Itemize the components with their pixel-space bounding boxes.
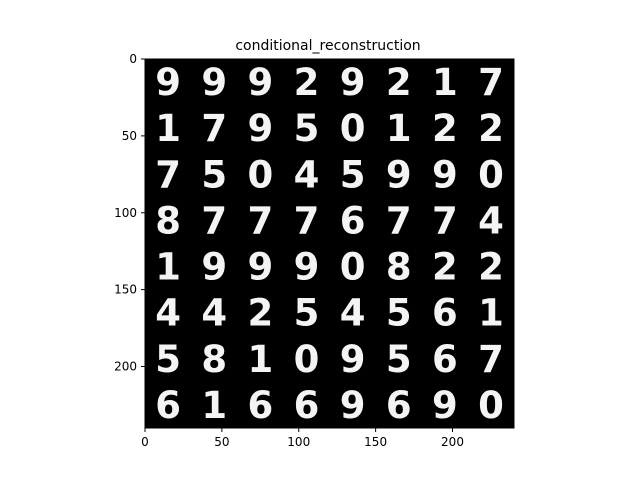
y-tick-label: 200 — [114, 360, 137, 374]
image-area — [145, 59, 514, 428]
digit-r4-c6: 2 — [432, 246, 458, 289]
digit-r3-c4: 6 — [340, 199, 366, 242]
y-tick-label: 0 — [129, 52, 137, 66]
digit-r0-c0: 9 — [155, 61, 181, 104]
digit-r3-c7: 4 — [478, 199, 504, 242]
digit-r1-c6: 2 — [432, 107, 458, 150]
digit-r7-c6: 9 — [432, 384, 458, 427]
y-tick-label: 100 — [114, 206, 137, 220]
digit-r4-c1: 9 — [201, 246, 227, 289]
digit-r0-c7: 7 — [478, 61, 504, 104]
digit-r7-c1: 1 — [201, 384, 227, 427]
x-tick-label: 50 — [214, 435, 229, 449]
digit-r1-c7: 2 — [478, 107, 504, 150]
digit-r7-c2: 6 — [247, 384, 273, 427]
x-tick-label: 150 — [364, 435, 387, 449]
digit-r0-c6: 1 — [432, 61, 458, 104]
digit-r1-c3: 5 — [294, 107, 320, 150]
digit-r4-c5: 8 — [386, 246, 412, 289]
digit-r6-c2: 1 — [247, 338, 273, 381]
digit-r6-c4: 9 — [340, 338, 366, 381]
digit-r0-c3: 2 — [294, 61, 320, 104]
digit-r4-c2: 9 — [247, 246, 273, 289]
digit-r5-c2: 2 — [247, 292, 273, 335]
digit-r7-c0: 6 — [155, 384, 181, 427]
digit-r2-c4: 5 — [340, 153, 366, 196]
digit-r5-c5: 5 — [386, 292, 412, 335]
digit-r3-c5: 7 — [386, 199, 412, 242]
y-tick-label: 50 — [122, 129, 137, 143]
x-tick-label: 0 — [141, 435, 149, 449]
digit-r3-c0: 8 — [155, 199, 181, 242]
digit-grid: 9 9 9 2 9 2 1 71 7 9 5 0 1 2 27 5 0 4 5 9 9 08 7 7 7 6 7 7 41 9 9 9 0 8 2 2… — [155, 61, 504, 427]
digit-r5-c1: 4 — [201, 292, 227, 335]
digit-r1-c1: 7 — [201, 107, 227, 150]
digit-r6-c6: 6 — [432, 338, 458, 381]
digit-r3-c6: 7 — [432, 199, 458, 242]
digit-r7-c5: 6 — [386, 384, 412, 427]
digit-r4-c4: 0 — [340, 246, 366, 289]
digit-r6-c7: 7 — [478, 338, 504, 381]
digit-r4-c0: 1 — [155, 246, 181, 289]
digit-r0-c5: 2 — [386, 61, 412, 104]
digit-r1-c5: 1 — [386, 107, 412, 150]
plot-frame — [144, 58, 515, 429]
digit-r5-c6: 6 — [432, 292, 458, 335]
x-tick-label: 200 — [441, 435, 464, 449]
x-axis: 0 50 100 150 200 — [141, 428, 464, 449]
digit-r5-c3: 5 — [294, 292, 320, 335]
digit-r6-c3: 0 — [294, 338, 320, 381]
digit-r1-c2: 9 — [247, 107, 273, 150]
digit-r2-c6: 9 — [432, 153, 458, 196]
digit-r0-c1: 9 — [201, 61, 227, 104]
plot-title: conditional_reconstruction — [235, 38, 420, 54]
digit-r4-c7: 2 — [478, 246, 504, 289]
digit-r0-c2: 9 — [247, 61, 273, 104]
digit-r6-c0: 5 — [155, 338, 181, 381]
x-tick-label: 100 — [287, 435, 310, 449]
digit-r2-c2: 0 — [247, 153, 273, 196]
digit-r2-c1: 5 — [201, 153, 227, 196]
digit-r2-c5: 9 — [386, 153, 412, 196]
digit-r1-c0: 1 — [155, 107, 181, 150]
digit-r6-c1: 8 — [201, 338, 227, 381]
digit-r7-c4: 9 — [340, 384, 366, 427]
digit-r5-c4: 4 — [340, 292, 366, 335]
digit-r7-c3: 6 — [294, 384, 320, 427]
digit-r3-c2: 7 — [247, 199, 273, 242]
digit-r2-c0: 7 — [155, 153, 181, 196]
digit-r0-c4: 9 — [340, 61, 366, 104]
digit-r5-c0: 4 — [155, 292, 181, 335]
y-axis: 0 50 100 150 200 — [114, 52, 145, 374]
digit-r3-c1: 7 — [201, 199, 227, 242]
digit-r1-c4: 0 — [340, 107, 366, 150]
digit-r3-c3: 7 — [294, 199, 320, 242]
digit-r6-c5: 5 — [386, 338, 412, 381]
digit-r5-c7: 1 — [478, 292, 504, 335]
digit-r7-c7: 0 — [478, 384, 504, 427]
y-tick-label: 150 — [114, 283, 137, 297]
digit-r4-c3: 9 — [294, 246, 320, 289]
digit-r2-c3: 4 — [294, 153, 320, 196]
digit-r2-c7: 0 — [478, 153, 504, 196]
